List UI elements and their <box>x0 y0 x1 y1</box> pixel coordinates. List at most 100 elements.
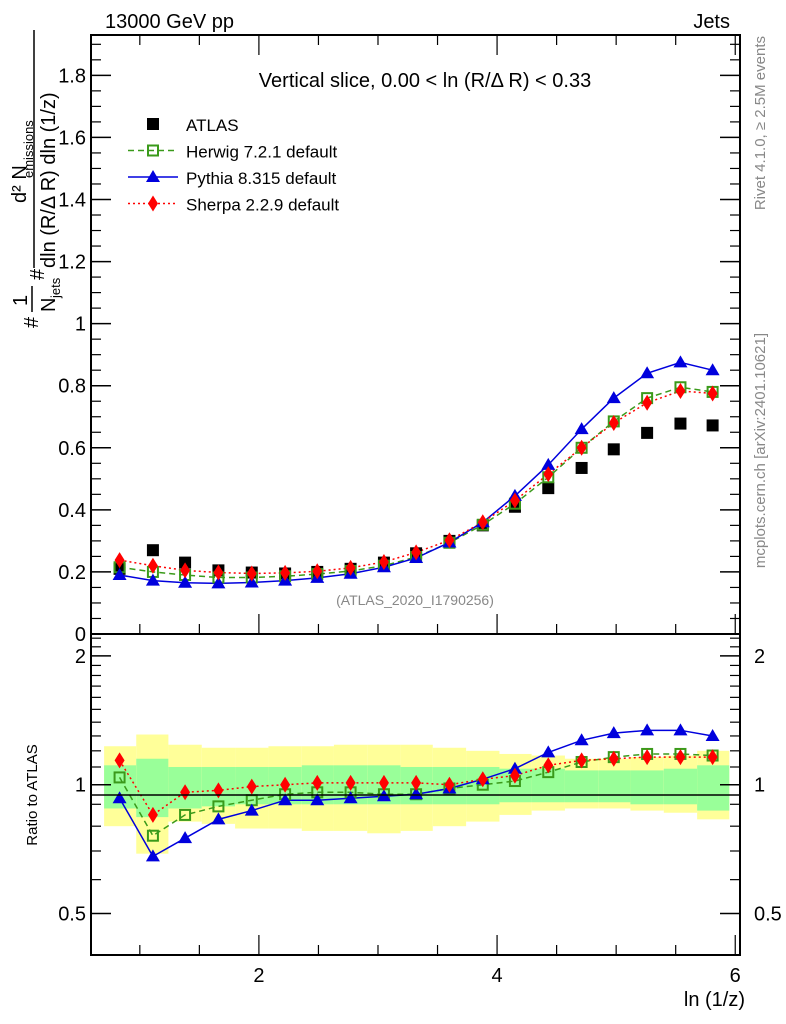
main-point-sherpa <box>608 414 619 431</box>
main-point-pythia <box>541 457 556 470</box>
main-y-tick-label: 1.4 <box>58 189 86 211</box>
ratio-point-sherpa <box>543 757 554 774</box>
chart-title: Vertical slice, 0.00 < ln (R/Δ R) < 0.33 <box>259 70 591 92</box>
ylabel-numerator: d² N <box>9 165 31 203</box>
legend-label-atlas: ATLAS <box>186 116 239 135</box>
axes: 0 0.2 0.4 0.6 0.8 1 1.2 1.4 1.6 1.8 2 4 6 0.5 0.5 1 1 2 2 <box>58 35 782 987</box>
legend: ATLAS Herwig 7.2.1 default Pythia 8.315 de… <box>128 116 339 215</box>
ratio-band-stat <box>531 768 565 803</box>
ratio-point-sherpa <box>147 806 158 823</box>
ratio-point-sherpa <box>114 752 125 769</box>
main-point-sherpa <box>477 514 488 531</box>
ratio-point-pythia <box>211 812 226 825</box>
ratio-point-pythia <box>112 791 127 804</box>
ratio-band-stat <box>598 770 631 803</box>
main-point-pythia <box>145 573 160 586</box>
ratio-y-tick-label: 0.5 <box>58 904 86 926</box>
ratio-point-sherpa <box>444 776 455 793</box>
main-point-pythia <box>244 575 259 588</box>
main-point-sherpa <box>642 394 653 411</box>
ylabel-denominator: dln (R/Δ R) dln (1/z) <box>38 92 60 268</box>
main-point-sherpa <box>147 557 158 574</box>
main-point-sherpa <box>345 559 356 576</box>
main-point-sherpa <box>707 385 718 402</box>
x-axis-label: ln (1/z) <box>684 989 745 1011</box>
ratio-point-sherpa <box>707 749 718 766</box>
ratio-point-herwig <box>146 829 159 842</box>
ylabel-one: 1 <box>10 295 32 306</box>
main-y-tick-label: 1 <box>75 314 86 336</box>
main-point-sherpa <box>312 563 323 580</box>
main-point-sherpa <box>246 565 257 582</box>
ratio-band-stat <box>663 768 698 805</box>
ratio-point-pythia <box>178 831 193 844</box>
ylabel-njets: N <box>38 298 60 312</box>
ratio-point-sherpa <box>280 776 291 793</box>
main-point-sherpa <box>675 382 686 399</box>
ratio-point-sherpa <box>180 784 191 801</box>
legend-label-sherpa: Sherpa 2.2.9 default <box>186 196 339 215</box>
ylabel-njets-sub: jets <box>48 277 63 299</box>
ratio-point-sherpa <box>477 771 488 788</box>
main-y-tick-label: 1.6 <box>58 127 86 149</box>
main-point-atlas <box>575 461 588 474</box>
main-point-sherpa <box>543 466 554 483</box>
ratio-point-sherpa <box>675 749 686 766</box>
legend-marker-atlas <box>147 118 159 130</box>
main-point-sherpa <box>114 552 125 569</box>
main-point-sherpa <box>378 553 389 570</box>
ylabel-numerator-sub: emissions <box>21 120 36 178</box>
main-y-tick-label: 1.8 <box>58 65 86 87</box>
main-y-tick-label: 0 <box>75 624 86 646</box>
ratio-band-stat <box>630 770 664 805</box>
main-point-atlas <box>146 544 159 557</box>
main-point-pythia <box>705 363 720 376</box>
main-point-sherpa <box>576 439 587 456</box>
main-y-tick-label: 0.4 <box>58 500 86 522</box>
ratio-point-sherpa <box>246 778 257 795</box>
ratio-y-tick-label: 2 <box>75 646 86 668</box>
ylabel-hash2: # <box>27 268 49 280</box>
ratio-point-sherpa <box>642 749 653 766</box>
ratio-point-pythia <box>705 728 720 741</box>
main-point-atlas <box>674 417 687 430</box>
rivet-label: Rivet 4.1.0, ≥ 2.5M events <box>752 36 769 210</box>
main-y-tick-label: 0.6 <box>58 438 86 460</box>
mcplots-label: mcplots.cern.ch [arXiv:2401.10621] <box>752 333 769 568</box>
ratio-y-axis-label: Ratio to ATLAS <box>24 744 41 845</box>
ratio-point-pythia <box>145 849 160 862</box>
ratio-point-pythia <box>673 723 688 736</box>
ratio-point-sherpa <box>378 774 389 791</box>
ratio-point-pythia <box>606 726 621 739</box>
main-point-atlas <box>706 419 719 432</box>
ratio-y-tick-label: 1 <box>75 775 86 797</box>
ratio-band-stat <box>564 770 599 803</box>
main-y-tick-label: 0.8 <box>58 376 86 398</box>
ratio-point-sherpa <box>576 752 587 769</box>
ratio-point-pythia <box>640 723 655 736</box>
ratio-point-sherpa <box>509 767 520 784</box>
ratio-point-pythia <box>310 793 325 806</box>
legend-label-herwig: Herwig 7.2.1 default <box>186 143 337 162</box>
main-point-pythia <box>178 575 193 588</box>
ratio-y-tick-label-right: 2 <box>754 646 765 668</box>
ratio-band-stat <box>697 765 730 811</box>
ratio-point-sherpa <box>411 774 422 791</box>
legend-marker-herwig <box>147 144 159 157</box>
main-point-sherpa <box>213 564 224 581</box>
ratio-point-herwig <box>113 771 126 784</box>
ratio-series <box>112 723 720 862</box>
ratio-point-pythia <box>541 745 556 758</box>
header-left-label: 13000 GeV pp <box>105 11 234 33</box>
ratio-point-pythia <box>278 793 293 806</box>
main-point-sherpa <box>509 492 520 509</box>
main-point-atlas <box>607 443 620 456</box>
ratio-point-pythia <box>409 787 424 800</box>
x-tick-label: 4 <box>492 965 503 987</box>
legend-label-pythia: Pythia 8.315 default <box>186 169 337 188</box>
main-point-sherpa <box>180 562 191 579</box>
main-point-atlas <box>542 482 555 495</box>
x-tick-label: 2 <box>253 965 264 987</box>
ratio-point-herwig <box>179 808 192 821</box>
